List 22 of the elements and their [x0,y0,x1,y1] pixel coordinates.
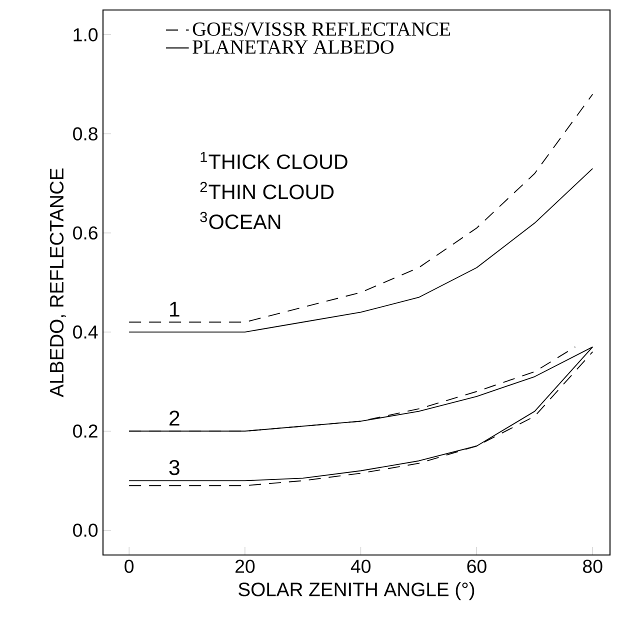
annotation: 3 [169,460,180,476]
legend-label: GOES/VISSR REFLECTANCE [192,22,450,36]
annotation: $^{2}$THIN CLOUD [200,182,334,200]
x-tick-label: 0 [124,560,134,573]
x-axis-title: SOLAR ZENITH ANGLE (°) [238,582,474,600]
x-tick-label: 60 [467,560,486,573]
annotation: 2 [170,410,180,426]
x-tick-label: 40 [350,560,371,573]
annotation: $^{1}$THICK CLOUD [200,152,348,170]
x-tick-label: 80 [583,560,602,573]
y-tick-label: 0.0 [73,524,98,537]
annotation: $^{3}$OCEAN [200,212,280,230]
line-series [128,168,594,333]
y-tick-label: 0.2 [73,424,98,438]
x-tick-label: 20 [236,560,255,573]
y-axis-title: ALBEDO, REFLECTANCE [50,168,66,398]
y-tick-label: 0.8 [73,127,98,140]
legend-label: PLANETARY ALBEDO [192,40,394,54]
annotation: 1 [170,302,180,317]
y-tick-label: 1.0 [74,28,98,42]
y-tick-label: 0.6 [73,226,98,240]
y-tick-label: 0.4 [73,325,98,339]
